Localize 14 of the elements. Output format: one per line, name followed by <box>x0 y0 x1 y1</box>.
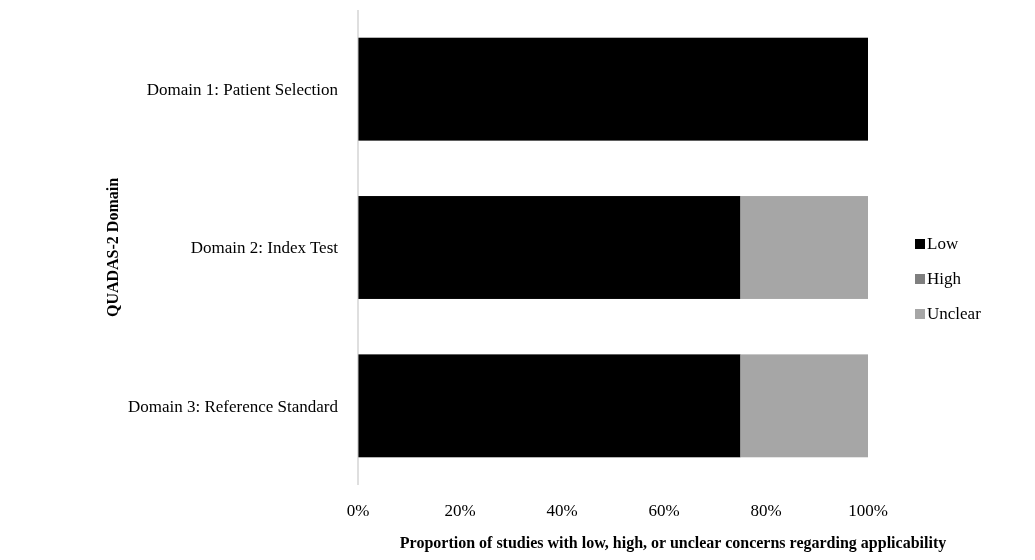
x-tick-label: 80% <box>750 501 782 520</box>
y-axis-title: QUADAS-2 Domain <box>104 177 121 318</box>
x-tick-label: 60% <box>648 501 680 520</box>
y-tick-label: Domain 3: Reference Standard <box>127 396 339 416</box>
x-tick-label: 100% <box>848 501 888 520</box>
x-axis-title: Proportion of studies with low, high, or unclear concerns regarding applicability <box>399 534 947 552</box>
legend-label: Low <box>927 234 959 253</box>
y-tick-label: Domain 2: Index Test <box>190 238 339 258</box>
y-tick-label: Domain 1: Patient Selection <box>146 80 339 100</box>
x-tick-label: 0% <box>346 501 370 520</box>
x-tick-label: 40% <box>546 501 578 520</box>
legend-label: Unclear <box>927 304 982 323</box>
x-tick-label: 20% <box>444 501 476 520</box>
legend-label: High <box>927 269 962 288</box>
